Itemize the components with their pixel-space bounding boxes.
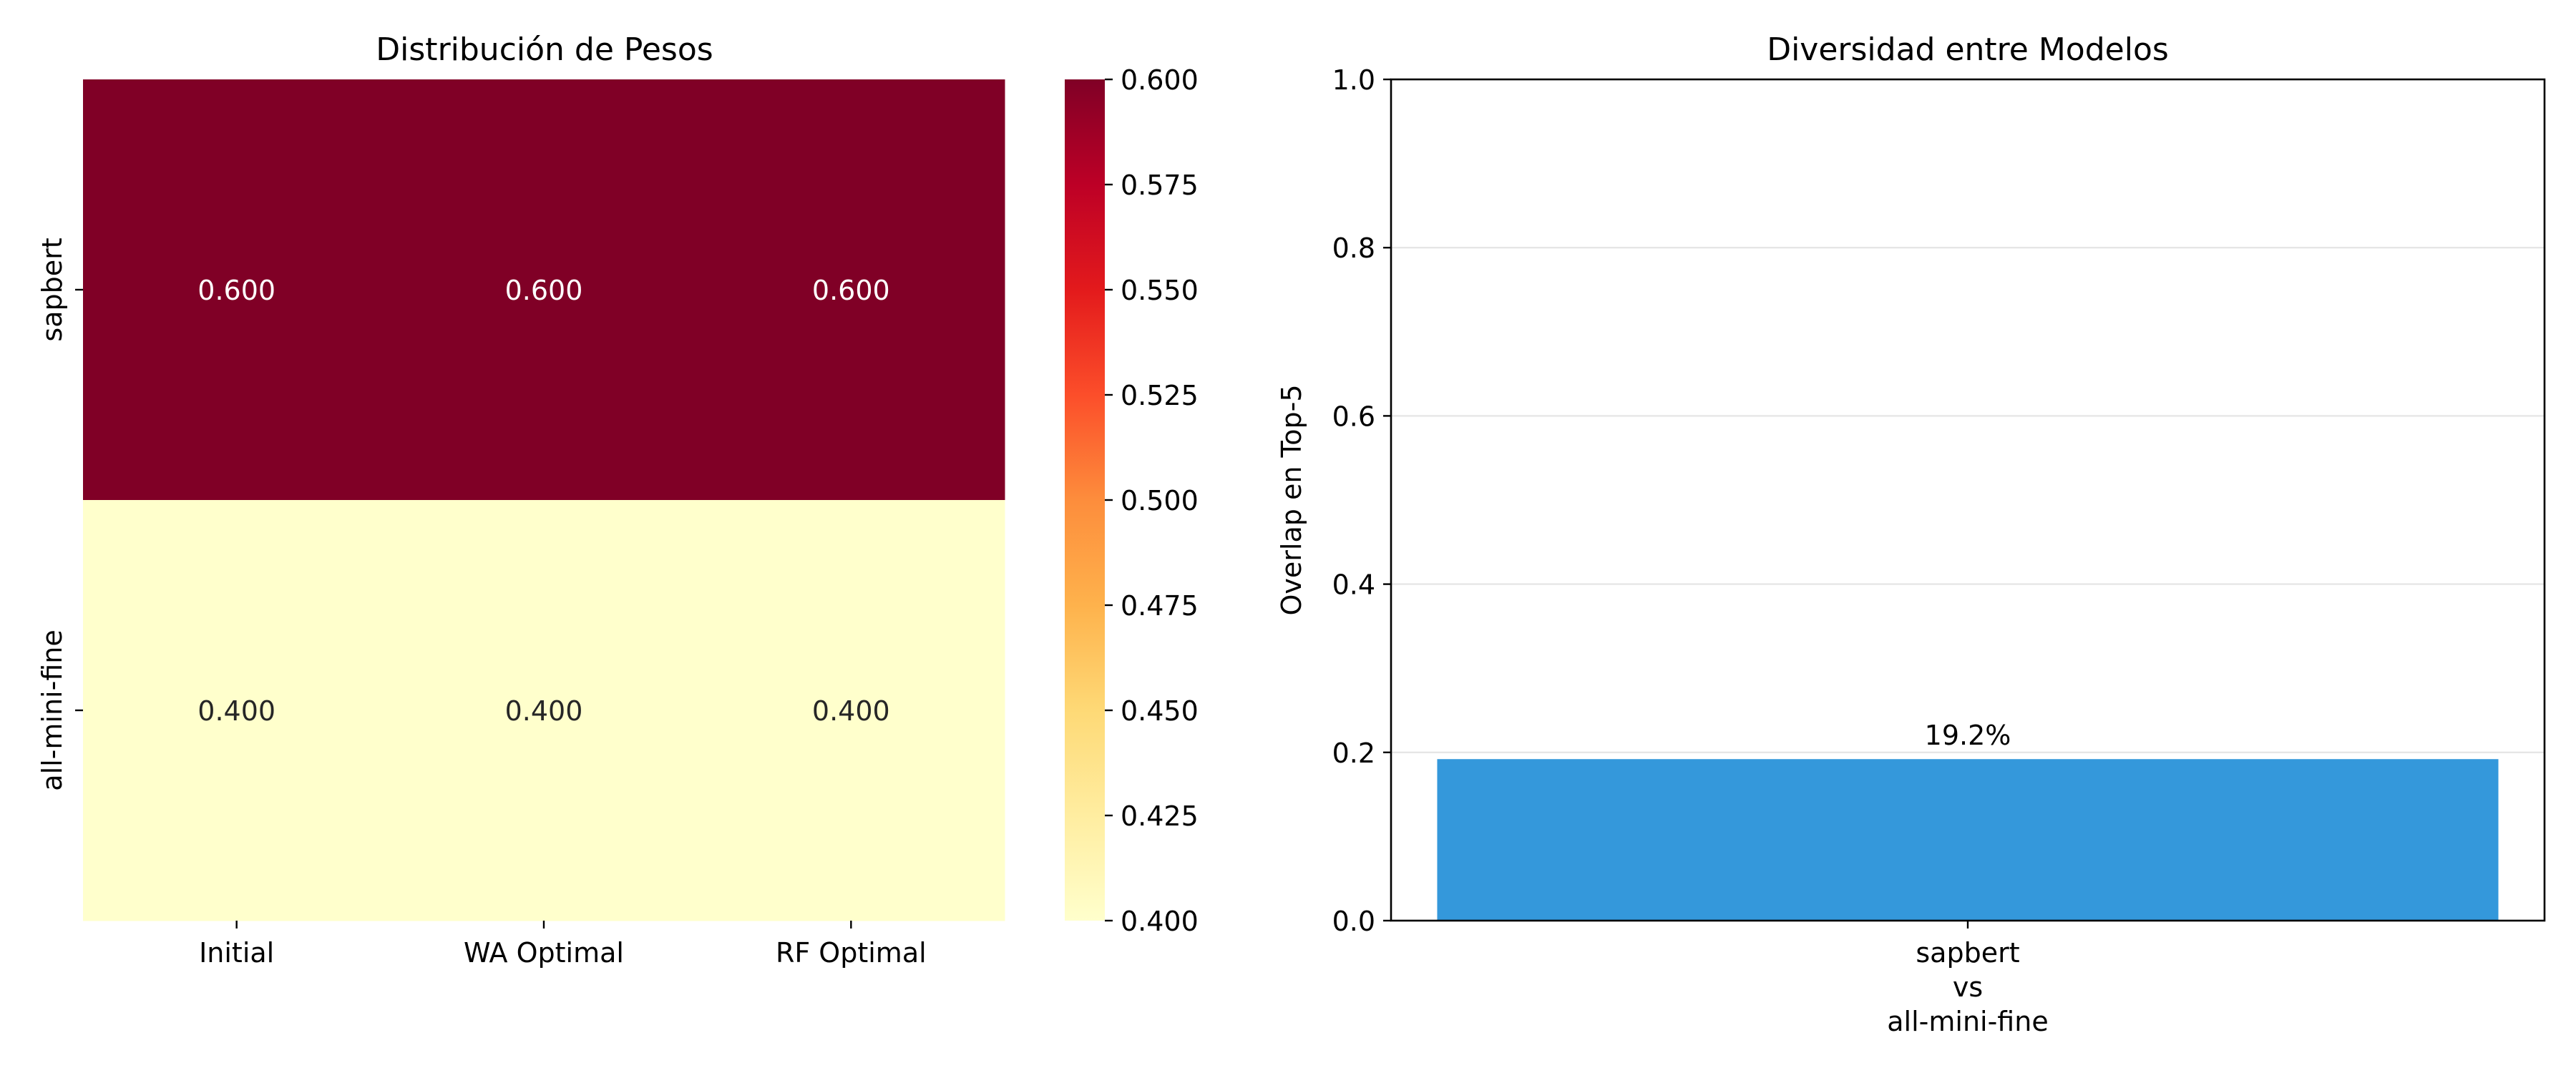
bar-chart-y-tick-label: 0.4 <box>1332 569 1375 601</box>
heatmap-column-label: RF Optimal <box>776 937 927 969</box>
heatmap-cell <box>697 79 1005 501</box>
heatmap-cells: 0.600 0.600 0.600 0.400 0.400 0.400 <box>83 79 1005 921</box>
colorbar-ticks: 0.400 0.425 0.450 0.475 0.500 0.525 0.550 0.575… <box>1105 64 1199 937</box>
bar-chart-bars: 19.2% <box>1437 720 2499 921</box>
heatmap-cell <box>83 79 391 501</box>
bar-chart-y-tick-label: 1.0 <box>1332 64 1375 96</box>
heatmap-row-label: all-mini-fine <box>36 629 68 790</box>
colorbar-tick-label: 0.500 <box>1121 485 1199 516</box>
heatmap-column-label: WA Optimal <box>464 937 624 969</box>
colorbar-tick-label: 0.450 <box>1121 695 1199 727</box>
bar <box>1437 759 2499 921</box>
bar-chart-ylabel: Overlap en Top-5 <box>1276 385 1307 616</box>
colorbar-tick-label: 0.400 <box>1121 906 1199 937</box>
heatmap-cell <box>390 500 698 921</box>
heatmap-cell-label: 0.600 <box>812 275 890 306</box>
heatmap-cell <box>390 79 698 501</box>
bar-chart-gridlines <box>1391 247 2545 754</box>
bar-chart-y-ticks: 0.0 0.2 0.4 0.6 0.8 1.0 <box>1332 64 1391 937</box>
heatmap-cell <box>697 500 1005 921</box>
bar-chart-y-tick-label: 0.2 <box>1332 738 1375 769</box>
colorbar-tick-label: 0.525 <box>1121 380 1199 411</box>
heatmap-title: Distribución de Pesos <box>376 31 713 68</box>
colorbar-tick-label: 0.575 <box>1121 170 1199 201</box>
heatmap-cell-label: 0.600 <box>505 275 583 306</box>
bar-chart-y-tick-label: 0.8 <box>1332 232 1375 264</box>
bar-chart-y-tick-label: 0.6 <box>1332 401 1375 432</box>
bar-chart-x-tick-label: sapbert <box>1916 937 2019 969</box>
colorbar: 0.400 0.425 0.450 0.475 0.500 0.525 0.550 0.575… <box>1065 64 1199 937</box>
heatmap-row-label: sapbert <box>36 237 68 341</box>
heatmap-column-labels: Initial WA Optimal RF Optimal <box>199 921 927 969</box>
colorbar-tick-label: 0.475 <box>1121 590 1199 622</box>
bar-chart-y-tick-label: 0.0 <box>1332 906 1375 937</box>
bar-chart-x-tick-label: vs <box>1953 971 1983 1003</box>
heatmap-cell-label: 0.600 <box>197 275 275 306</box>
heatmap-cell-label: 0.400 <box>197 695 275 727</box>
bar-chart-panel: Diversidad entre Modelos 19.2% 0.0 0.2 0.4… <box>1276 31 2546 1037</box>
heatmap-column-label: Initial <box>199 937 274 969</box>
bar-value-label: 19.2% <box>1925 720 2011 751</box>
colorbar-tick-label: 0.425 <box>1121 800 1199 832</box>
colorbar-tick-label: 0.550 <box>1121 275 1199 306</box>
heatmap-cell-label: 0.400 <box>505 695 583 727</box>
colorbar-gradient <box>1065 79 1105 921</box>
heatmap-panel: Distribución de Pesos 0.600 0.600 0.600 0.4… <box>36 31 1005 969</box>
bar-chart-title: Diversidad entre Modelos <box>1767 31 2169 68</box>
bar-chart-x-tick-label: all-mini-fine <box>1887 1006 2048 1037</box>
colorbar-tick-label: 0.600 <box>1121 64 1199 96</box>
heatmap-cell <box>83 500 391 921</box>
heatmap-cell-label: 0.400 <box>812 695 890 727</box>
heatmap-row-labels: sapbert all-mini-fine <box>36 237 83 791</box>
